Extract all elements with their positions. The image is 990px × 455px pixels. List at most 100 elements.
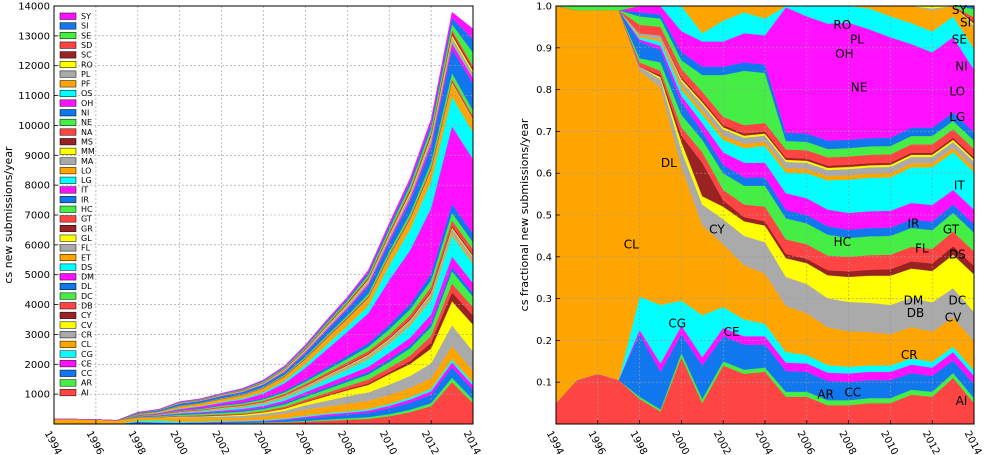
left-legend-label-ms: MS [81, 137, 93, 146]
right-annotation-lo: LO [949, 85, 965, 99]
left-legend-swatch-ar [59, 379, 77, 387]
right-ytick-label: 1.0 [536, 2, 552, 13]
right-ytick-label: 0.3 [536, 294, 552, 305]
left-ytick-label: 9000 [25, 151, 50, 162]
left-ytick-label: 7000 [25, 211, 50, 222]
left-legend-label-ar: AR [81, 379, 92, 388]
left-ytick-label: 3000 [25, 330, 50, 341]
left-xtick-label: 2014 [461, 429, 483, 455]
left-legend-swatch-mm [59, 147, 77, 155]
right-annotation-cc: CC [844, 386, 861, 400]
right-ytick-label: 0.4 [536, 252, 552, 263]
left-legend-label-pl: PL [81, 70, 91, 79]
left-xtick-label: 2006 [293, 429, 315, 455]
left-legend-swatch-gt [59, 215, 77, 223]
left-legend: SYSISESDSCROPLPFOSOHNINENAMSMMMALOLGITIR… [59, 12, 95, 397]
right-annotation-ir: IR [907, 216, 919, 230]
right-xtick-label: 2004 [753, 429, 775, 455]
left-legend-swatch-ro [59, 61, 77, 68]
right-annotation-cg: CG [668, 317, 686, 331]
left-legend-label-lo: LO [81, 166, 91, 175]
left-legend-label-ne: NE [81, 118, 92, 127]
right-annotation-ds: DS [949, 248, 966, 262]
left-ytick-label: 10000 [18, 121, 50, 132]
left-ytick-label: 11000 [18, 91, 50, 102]
left-legend-label-cc: CC [81, 369, 93, 378]
left-legend-label-cr: CR [81, 330, 93, 339]
right-ytick-label: 0.8 [536, 85, 552, 96]
left-legend-label-cg: CG [81, 350, 93, 359]
left-legend-swatch-it [59, 186, 77, 194]
right-ytick-label: 0.6 [536, 169, 552, 180]
right-xtick-label: 1994 [544, 429, 566, 455]
left-ytick-label: 12000 [18, 61, 50, 72]
right-annotation-dl: DL [661, 156, 677, 170]
left-legend-label-os: OS [81, 89, 92, 98]
left-legend-label-lg: LG [81, 176, 92, 185]
left-legend-label-sc: SC [81, 51, 92, 60]
left-legend-label-sy: SY [81, 12, 91, 21]
left-legend-swatch-et [59, 254, 77, 261]
right-ylabel: cs fractional new submissions/year [518, 118, 531, 311]
right-annotation-hc: HC [834, 235, 851, 249]
left-legend-swatch-fl [59, 244, 77, 252]
left-legend-swatch-dm [59, 273, 77, 281]
right-annotation-ro: RO [833, 18, 851, 32]
left-legend-label-ce: CE [81, 359, 92, 368]
right-xtick-label: 2008 [836, 429, 858, 455]
left-xtick-label: 2008 [335, 429, 357, 455]
left-legend-label-dc: DC [81, 292, 93, 301]
left-legend-swatch-oh [59, 99, 77, 107]
left-legend-label-gl: GL [81, 234, 92, 243]
left-legend-label-ro: RO [81, 60, 93, 69]
left-legend-label-mm: MM [81, 147, 95, 156]
right-ytick-label: 0.2 [536, 336, 552, 347]
left-legend-swatch-ai [59, 389, 77, 397]
left-legend-label-db: DB [81, 302, 93, 311]
right-xtick-label: 1996 [585, 429, 607, 455]
right-ytick-label: 0.1 [536, 378, 552, 389]
left-legend-label-cl: CL [81, 340, 92, 349]
left-legend-swatch-hc [59, 205, 77, 213]
left-legend-label-na: NA [81, 128, 93, 137]
left-xtick-label: 2002 [209, 429, 231, 455]
left-legend-label-it: IT [81, 186, 88, 195]
left-legend-label-gt: GT [81, 215, 92, 224]
left-legend-swatch-na [59, 128, 77, 136]
left-legend-label-hc: HC [81, 205, 93, 214]
chart-fractional-submissions: 1994 1996 1998 2000 2002 2004 2006 2008 2010 2012… [518, 2, 983, 455]
left-ytick-label: 13000 [18, 31, 50, 42]
right-ytick-label: 0.5 [536, 211, 552, 222]
left-legend-swatch-pl [59, 70, 77, 78]
right-annotation-pl: PL [850, 32, 864, 46]
right-annotation-dc: DC [948, 294, 966, 308]
right-annotation-cl: CL [624, 237, 639, 251]
right-annotation-it: IT [954, 179, 966, 193]
left-ytick-label: 4000 [25, 300, 50, 311]
right-annotation-dm: DM [904, 294, 924, 308]
left-legend-swatch-sc [59, 51, 77, 59]
right-annotation-ni: NI [955, 60, 968, 74]
left-xtick-label: 2004 [251, 429, 273, 455]
chart-absolute-submissions: 1994 1996 1998 2000 2002 2004 2006 2008 2010 2012… [2, 2, 482, 455]
left-legend-label-ir: IR [81, 195, 89, 204]
right-annotation-ce: CE [724, 325, 740, 339]
left-legend-swatch-dc [59, 292, 77, 300]
right-xtick-label: 2012 [920, 429, 942, 455]
left-legend-swatch-pf [59, 80, 77, 88]
left-legend-label-si: SI [81, 22, 88, 31]
right-xtick-label: 2010 [878, 429, 900, 455]
right-annotation-ar: AR [817, 388, 834, 402]
left-legend-swatch-cc [59, 369, 77, 377]
left-legend-label-fl: FL [81, 244, 91, 253]
left-legend-label-se: SE [81, 31, 91, 40]
left-legend-swatch-ni [59, 109, 77, 117]
left-legend-swatch-db [59, 302, 77, 310]
right-xtick-label: 2014 [962, 429, 984, 455]
right-xtick-label: 1998 [627, 429, 649, 455]
left-legend-label-ni: NI [81, 109, 89, 118]
right-xtick-label: 2002 [711, 429, 733, 455]
left-legend-swatch-cg [59, 350, 77, 358]
left-legend-label-ai: AI [81, 388, 89, 397]
